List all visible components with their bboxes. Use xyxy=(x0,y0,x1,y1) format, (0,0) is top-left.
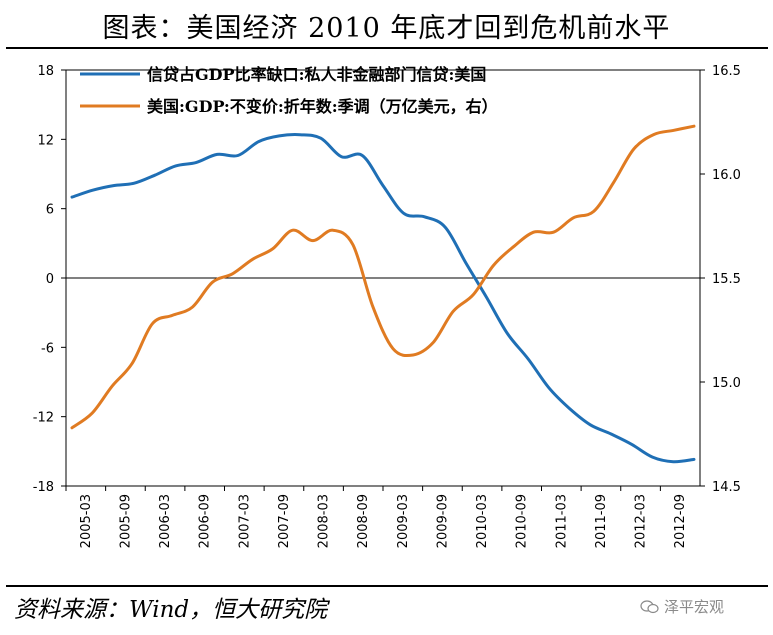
x-tick-label: 2007-03 xyxy=(237,494,252,548)
x-tick-label: 2010-03 xyxy=(475,494,490,548)
left-tick-label: 6 xyxy=(46,203,54,218)
right-tick-label: 14.5 xyxy=(712,480,741,495)
x-tick-label: 2009-09 xyxy=(435,494,450,548)
left-tick-label: -12 xyxy=(33,411,54,426)
left-tick-label: -6 xyxy=(41,341,54,356)
line-chart: -18 -12 -6 0 6 12 18 14.5 15.0 15.5 16.0 16.5 2005-0… xyxy=(33,64,741,548)
wechat-icon xyxy=(640,600,659,614)
watermark-text: 泽平宏观 xyxy=(664,598,725,616)
chart-title: 图表：美国经济 2010 年底才回到危机前水平 xyxy=(102,13,671,44)
right-tick-label: 15.5 xyxy=(712,272,741,287)
x-tick-label: 2011-03 xyxy=(554,494,569,548)
series-line-1 xyxy=(70,133,696,464)
watermark: 泽平宏观 xyxy=(640,596,724,617)
series-lines xyxy=(70,124,696,464)
right-tick-label: 16.5 xyxy=(712,64,741,79)
series-line-2 xyxy=(70,124,696,430)
x-tick-label: 2012-09 xyxy=(673,494,688,548)
x-tick-label: 2005-09 xyxy=(118,494,133,548)
source-note: 资料来源：Wind，恒大研究院 xyxy=(14,597,328,623)
right-tick-label: 16.0 xyxy=(712,168,741,183)
left-tick-label: 12 xyxy=(37,133,54,148)
legend-label-2: 美国:GDP:不变价:折年数:季调（万亿美元，右） xyxy=(147,97,498,116)
x-tick-label: 2006-03 xyxy=(158,494,173,548)
x-tick-label: 2011-09 xyxy=(594,494,609,548)
right-tick-label: 15.0 xyxy=(712,376,741,391)
title-rule xyxy=(6,47,768,49)
x-tick-label: 2010-09 xyxy=(515,494,530,548)
left-tick-label: 18 xyxy=(37,64,54,79)
x-tick-label: 2007-09 xyxy=(277,494,292,548)
x-tick-label: 2009-03 xyxy=(396,494,411,548)
x-tick-label: 2012-03 xyxy=(634,494,649,548)
legend: 信贷占GDP比率缺口:私人非金融部门信贷:美国美国:GDP:不变价:折年数:季调… xyxy=(80,65,498,116)
legend-label-1: 信贷占GDP比率缺口:私人非金融部门信贷:美国 xyxy=(147,65,486,84)
left-tick-label: -18 xyxy=(33,480,54,495)
x-tick-label: 2006-09 xyxy=(198,494,213,548)
axes: -18 -12 -6 0 6 12 18 14.5 15.0 15.5 16.0 16.5 2005-0… xyxy=(33,64,741,548)
source-rule xyxy=(6,585,768,587)
x-tick-label: 2008-03 xyxy=(317,494,332,548)
left-tick-label: 0 xyxy=(46,272,54,287)
x-tick-label: 2005-03 xyxy=(79,494,94,548)
x-tick-label: 2008-09 xyxy=(356,494,371,548)
